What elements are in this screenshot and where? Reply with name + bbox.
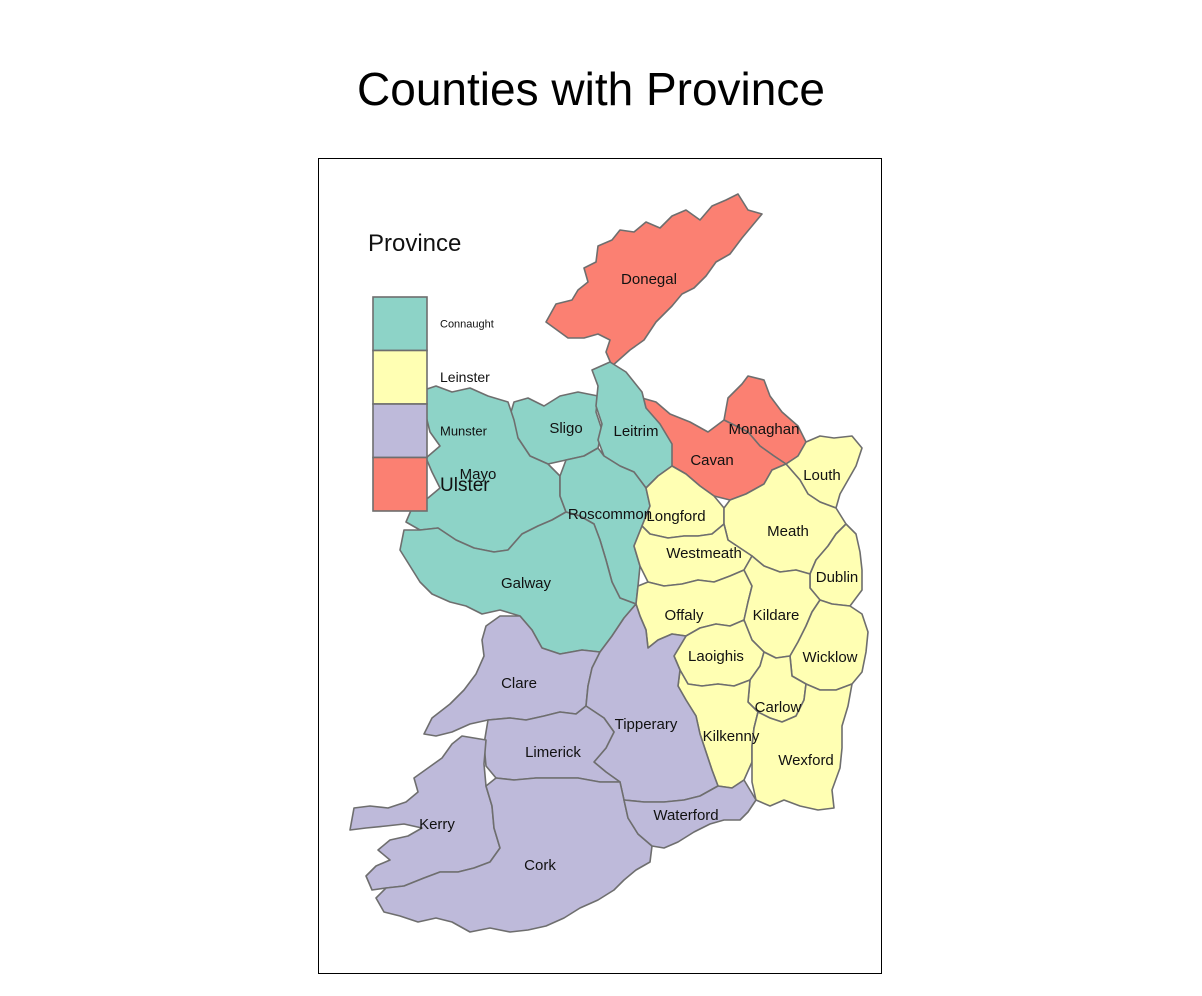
county-label-offaly: Offaly — [665, 607, 704, 624]
county-label-leitrim: Leitrim — [613, 423, 658, 440]
county-label-meath: Meath — [767, 523, 809, 540]
county-label-cavan: Cavan — [690, 452, 733, 469]
page-title: Counties with Province — [357, 63, 825, 115]
county-label-roscommon: Roscommon — [568, 506, 652, 523]
legend-title: Province — [368, 230, 461, 257]
legend-label-ulster: Ulster — [440, 475, 490, 496]
county-cork — [375, 777, 653, 933]
county-label-clare: Clare — [501, 675, 537, 692]
county-label-limerick: Limerick — [525, 744, 581, 761]
county-label-galway: Galway — [501, 575, 552, 592]
counties-layer — [349, 193, 869, 933]
legend-label-leinster: Leinster — [440, 369, 490, 385]
county-label-monaghan: Monaghan — [729, 421, 800, 438]
legend-label-connaught: Connaught — [440, 319, 494, 331]
county-label-mayo: Mayo — [460, 466, 497, 483]
county-label-louth: Louth — [803, 467, 841, 484]
county-label-westmeath: Westmeath — [666, 545, 742, 562]
legend-swatch-connaught — [372, 296, 428, 352]
county-label-tipperary: Tipperary — [615, 716, 678, 733]
legend-swatch-ulster — [372, 456, 428, 512]
county-labels: Donegal Monaghan Cavan Sligo Leitrim Mayo Rosc… — [419, 271, 858, 874]
legend-label-munster: Munster — [440, 423, 488, 438]
legend-swatch-munster — [372, 403, 428, 459]
county-label-donegal: Donegal — [621, 271, 677, 288]
county-label-waterford: Waterford — [653, 807, 718, 824]
county-label-longford: Longford — [646, 508, 705, 525]
county-label-wexford: Wexford — [778, 752, 834, 769]
county-label-kerry: Kerry — [419, 816, 455, 833]
county-label-sligo: Sligo — [549, 420, 582, 437]
county-label-cork: Cork — [524, 857, 556, 874]
map-frame — [318, 158, 882, 974]
county-label-kildare: Kildare — [753, 607, 800, 624]
county-label-wicklow: Wicklow — [803, 649, 858, 666]
county-label-laoighis: Laoighis — [688, 648, 744, 665]
county-label-carlow: Carlow — [755, 699, 802, 716]
county-wexford — [751, 683, 853, 811]
county-donegal — [545, 193, 763, 367]
legend-swatch-leinster — [372, 349, 428, 405]
county-label-dublin: Dublin — [816, 569, 859, 586]
county-label-kilkenny: Kilkenny — [703, 728, 760, 745]
legend-items: Connaught Leinster Munster Ulster — [372, 296, 494, 512]
county-waterford — [623, 779, 757, 849]
province-legend: Province Connaught Leinster Munster Ulster — [368, 230, 494, 512]
